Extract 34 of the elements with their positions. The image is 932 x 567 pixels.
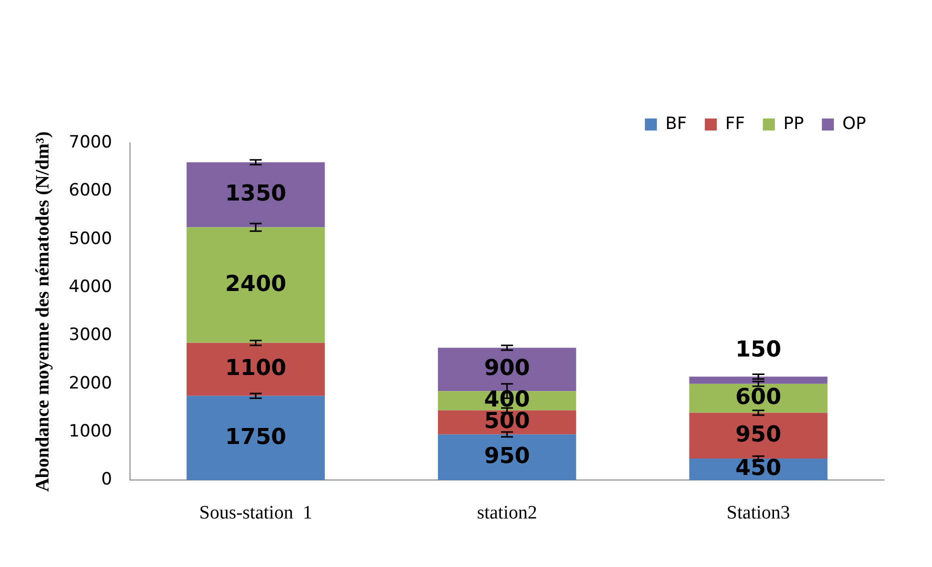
legend-label: OP	[842, 114, 866, 134]
y-axis-title: Abondance moyenne des nématodes (N/dm³)	[32, 131, 54, 492]
y-tick-label: 0	[101, 470, 112, 490]
bar	[186, 342, 325, 396]
bar	[186, 227, 325, 343]
bar	[438, 348, 576, 392]
y-tick-label: 3000	[68, 325, 112, 346]
data-label: 950	[484, 444, 530, 470]
y-tick-label: 7000	[68, 132, 112, 152]
legend-label: FF	[725, 114, 745, 134]
data-label: 600	[735, 385, 782, 410]
data-label: 1350	[225, 182, 286, 207]
legend-label: PP	[783, 114, 804, 134]
bar	[186, 396, 325, 480]
y-tick-label: 4000	[68, 276, 112, 297]
x-tick-label: station2	[476, 502, 538, 524]
data-label: 900	[484, 356, 530, 382]
y-tick-label: 1000	[68, 421, 112, 442]
bar	[689, 412, 828, 459]
data-label: 1100	[225, 356, 286, 382]
bar	[438, 434, 576, 480]
data-label: 1750	[225, 424, 286, 450]
data-label: 2400	[225, 272, 286, 297]
x-tick-label: Sous-station 1	[199, 502, 312, 524]
data-label: 150	[735, 337, 782, 362]
data-label: 950	[735, 422, 782, 448]
bar	[689, 376, 828, 384]
bar	[186, 162, 325, 228]
y-tick-label: 2000	[68, 373, 112, 394]
data-label: 450	[735, 456, 782, 482]
x-tick-label: Station3	[726, 502, 790, 524]
y-tick-label: 5000	[68, 228, 112, 249]
y-tick-label: 6000	[68, 180, 112, 201]
legend-label: BF	[665, 114, 687, 134]
